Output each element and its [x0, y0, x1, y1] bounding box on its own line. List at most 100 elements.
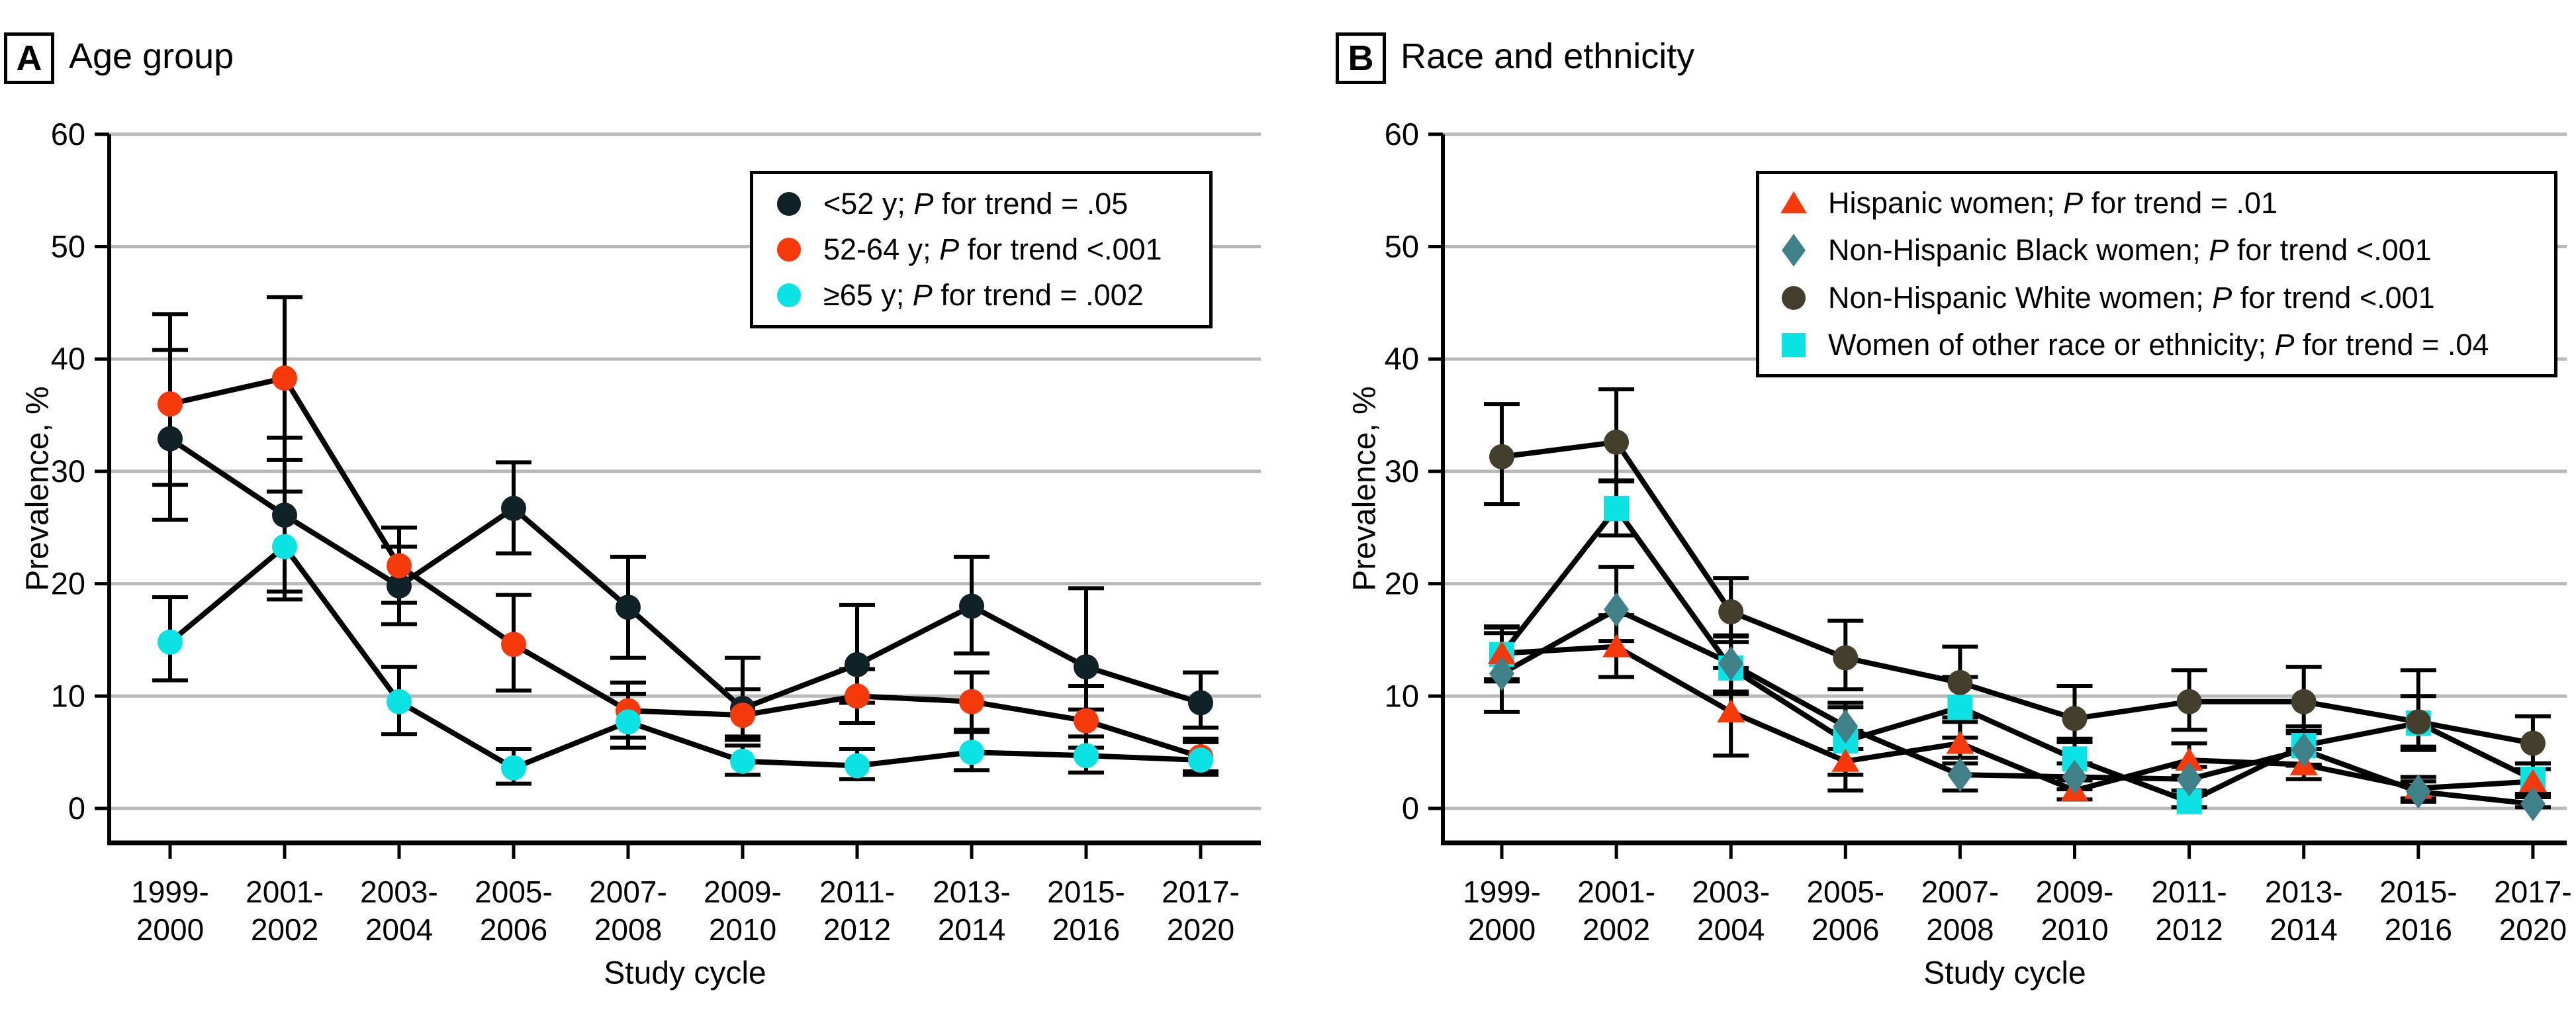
x-tick-label: 2016 — [2385, 912, 2452, 947]
x-tick-label: 2008 — [1926, 912, 1994, 947]
x-tick-label: 2010 — [2041, 912, 2108, 947]
data-point-marker-diamond — [2062, 759, 2088, 795]
x-tick-label: 2007- — [1921, 875, 2000, 909]
x-tick-label: 2006 — [1812, 912, 1879, 947]
data-point-marker-circle — [1074, 743, 1099, 769]
data-point-marker-square — [1781, 333, 1806, 358]
legend-item: Non-Hispanic White women; P for trend <.… — [1775, 274, 2538, 322]
data-point-marker-circle — [776, 283, 802, 308]
data-point-marker-square — [1947, 695, 1973, 720]
legend-circle-icon — [770, 277, 807, 314]
data-point-marker-circle — [776, 191, 802, 216]
legend-item: ≥65 y; P for trend = .002 — [770, 273, 1192, 318]
series-line-circle — [168, 542, 1201, 771]
x-tick-label: 2000 — [1468, 912, 1536, 947]
data-point-marker-circle — [501, 632, 526, 657]
y-tick-label: 50 — [51, 229, 85, 264]
y-tick-label: 30 — [51, 454, 85, 489]
x-tick-label: 2014 — [938, 912, 1005, 947]
data-point-marker-triangle — [1488, 640, 1516, 664]
data-point-marker-circle — [2520, 730, 2546, 756]
data-point-marker-circle — [2176, 689, 2202, 714]
data-point-marker-diamond — [1604, 592, 1630, 627]
legend-item-label: Non-Hispanic Black women; P for trend <.… — [1828, 233, 2432, 267]
data-point-marker-circle — [158, 629, 183, 655]
data-point-marker-circle — [2062, 706, 2088, 732]
data-point-marker-circle — [387, 689, 412, 714]
data-point-marker-triangle — [1946, 730, 1974, 754]
x-tick-label: 2002 — [1583, 912, 1650, 947]
y-axis-label-panel-a: Prevalence, % — [20, 386, 56, 591]
x-tick-label: 2011- — [819, 875, 895, 909]
panel-a-plot: 0 10 20 30 40 50 60 1999-2000 2001-2002 2003-2004… — [51, 117, 1261, 947]
series-markers — [158, 426, 1213, 721]
data-point-marker-triangle — [1780, 191, 1807, 213]
series-markers — [1489, 429, 2546, 756]
data-point-marker-circle — [387, 553, 412, 579]
data-point-marker-circle — [1718, 599, 1744, 625]
x-tick-label: 2020 — [1167, 912, 1234, 947]
data-point-marker-circle — [387, 573, 412, 599]
x-tick-label: 2015- — [1047, 875, 1125, 909]
legend-square-icon — [1775, 326, 1812, 363]
data-point-marker-circle — [2291, 689, 2317, 714]
axes — [95, 132, 1261, 859]
y-tick-labels: 0 10 20 30 40 50 60 — [1385, 117, 1419, 826]
data-point-marker-diamond — [1489, 656, 1514, 691]
x-tick-label: 2006 — [480, 912, 547, 947]
data-point-marker-circle — [959, 593, 984, 619]
x-tick-label: 2009- — [2036, 875, 2114, 909]
legend-item-label: Non-Hispanic White women; P for trend <.… — [1828, 280, 2435, 314]
data-point-marker-circle — [1074, 708, 1099, 734]
data-point-marker-circle — [730, 748, 755, 774]
data-point-marker-circle — [1074, 654, 1099, 680]
x-tick-label: 2016 — [1052, 912, 1120, 947]
x-tick-label: 2003- — [1692, 875, 1770, 909]
panel-b-letter-box: B — [1336, 32, 1386, 84]
x-tick-label: 2015- — [2379, 875, 2458, 909]
data-point-marker-circle — [158, 391, 183, 417]
data-point-marker-diamond — [1947, 757, 1973, 793]
series-line-square — [1499, 504, 2534, 805]
data-point-marker-circle — [501, 495, 526, 521]
y-tick-label: 0 — [68, 791, 85, 826]
y-tick-label: 10 — [51, 678, 85, 713]
x-tick-label: 2004 — [365, 912, 433, 947]
data-point-marker-circle — [501, 755, 526, 781]
x-tick-label: 2010 — [709, 912, 776, 947]
x-tick-label: 2011- — [2151, 875, 2227, 909]
y-tick-label: 50 — [1385, 229, 1419, 264]
x-axis-label-panel-b: Study cycle — [1923, 955, 2086, 991]
series-markers — [1489, 592, 2546, 822]
data-point-marker-diamond — [2176, 761, 2202, 797]
legend-circle-icon — [770, 185, 807, 222]
data-point-marker-circle — [1489, 444, 1514, 469]
error-bars — [1484, 387, 2551, 810]
gridlines — [109, 132, 1261, 810]
y-tick-label: 10 — [1385, 678, 1419, 713]
legend-item: <52 y; P for trend = .05 — [770, 181, 1192, 226]
x-tick-label: 1999- — [131, 875, 209, 909]
legend-panel-a: <52 y; P for trend = .05 52-64 y; P for t… — [750, 171, 1213, 328]
x-tick-label: 2012 — [823, 912, 891, 947]
data-point-marker-circle — [845, 753, 870, 779]
data-point-marker-circle — [272, 534, 297, 559]
y-tick-label: 60 — [1385, 117, 1419, 152]
data-point-marker-circle — [272, 365, 297, 391]
y-tick-label: 40 — [1385, 341, 1419, 376]
series-line-diamond — [1500, 606, 2534, 807]
data-point-marker-circle — [1188, 748, 1213, 773]
panel-a-letter-box: A — [4, 32, 54, 84]
legend-panel-b: Hispanic women; P for trend = .01 Non-His… — [1756, 171, 2557, 377]
legend-item-label: ≥65 y; P for trend = .002 — [823, 278, 1144, 313]
legend-item: Hispanic women; P for trend = .01 — [1775, 179, 2538, 227]
series-lines — [168, 375, 1202, 771]
data-point-marker-diamond — [1833, 709, 1859, 744]
data-point-marker-triangle — [1831, 748, 1860, 772]
x-tick-label: 2009- — [704, 875, 782, 909]
data-point-marker-circle — [272, 503, 297, 528]
legend-item-label: Hispanic women; P for trend = .01 — [1828, 185, 2278, 220]
legend-item: Non-Hispanic Black women; P for trend <.… — [1775, 227, 2538, 275]
x-tick-label: 2017- — [2494, 875, 2572, 909]
